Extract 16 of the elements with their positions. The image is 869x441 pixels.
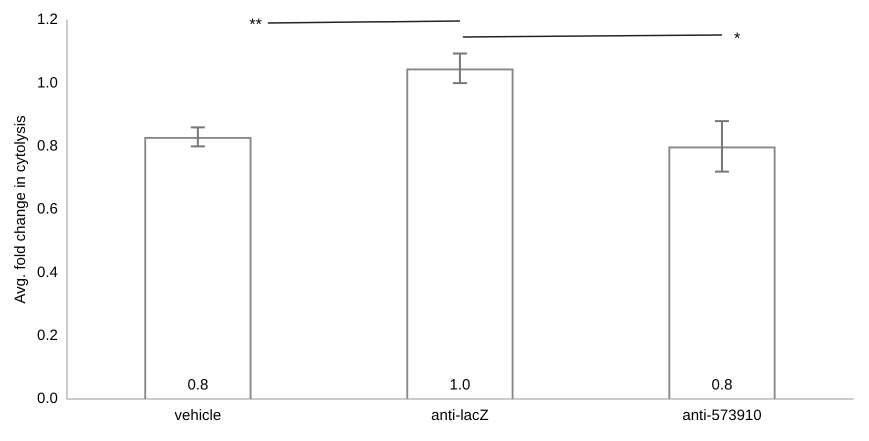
data-label: 0.8 — [187, 376, 208, 394]
y-tick-label: 0.0 — [36, 390, 58, 408]
x-tick-label: anti-573910 — [682, 407, 762, 424]
data-label: 0.8 — [712, 376, 732, 394]
data-label: 1.0 — [449, 376, 470, 394]
y-tick-label: 0.2 — [36, 326, 58, 344]
y-tick-label: 1.2 — [36, 11, 58, 28]
y-tick-label: 1.0 — [36, 74, 58, 92]
annotation: ** — [249, 16, 262, 34]
annotation: * — [734, 30, 740, 48]
x-tick-label: anti-lacZ — [431, 407, 489, 424]
y-tick-label: 0.4 — [36, 264, 58, 281]
y-tick-label: 0.6 — [36, 200, 58, 218]
y-axis-title: Avg. fold change in cytolysis — [12, 115, 30, 304]
y-tick-label: 0.8 — [36, 137, 58, 154]
x-tick-label: vehicle — [174, 407, 222, 424]
